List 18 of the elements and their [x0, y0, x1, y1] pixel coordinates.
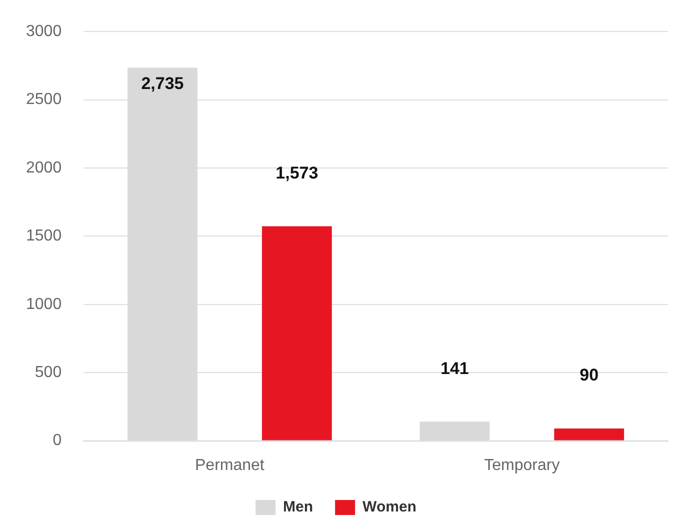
legend-label: Women — [362, 498, 416, 516]
bar — [420, 422, 490, 440]
legend-label: Men — [283, 498, 314, 516]
y-tick-label: 2000 — [26, 159, 62, 176]
x-tick-label: Temporary — [484, 456, 560, 474]
data-label: 90 — [580, 366, 599, 385]
y-tick-label: 3000 — [26, 23, 62, 40]
data-label: 141 — [440, 358, 469, 378]
y-tick-label: 0 — [52, 432, 62, 450]
bar — [554, 428, 624, 440]
data-label: 2,735 — [141, 74, 184, 93]
x-tick-label: Permanet — [195, 456, 265, 474]
y-tick-label: 500 — [34, 364, 62, 382]
y-tick-label: 1000 — [26, 296, 62, 313]
y-tick-label: 2500 — [26, 91, 62, 108]
bar — [262, 226, 332, 440]
y-tick-label: 1500 — [26, 228, 62, 245]
data-label: 1,573 — [276, 163, 318, 182]
